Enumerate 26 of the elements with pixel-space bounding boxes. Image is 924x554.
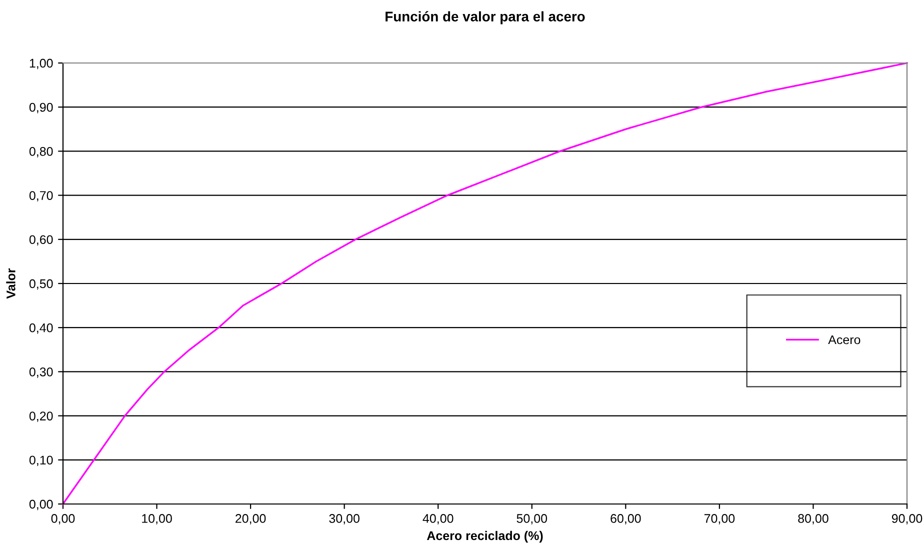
y-tick-label: 0,20 bbox=[29, 412, 53, 422]
y-tick-label: 1,00 bbox=[30, 58, 53, 70]
x-tick-label: 80,00 bbox=[798, 514, 828, 524]
x-tick-label: 10,00 bbox=[142, 514, 172, 524]
line-series bbox=[62, 62, 908, 505]
chart-title: Función de valor para el acero bbox=[386, 11, 585, 24]
y-axis-title: Valor bbox=[6, 268, 16, 299]
x-tick-label: 90,00 bbox=[892, 514, 922, 524]
y-tick-label: 0,00 bbox=[29, 500, 53, 510]
y-tick-label: 0,30 bbox=[29, 368, 53, 378]
y-tick-label: 0,80 bbox=[29, 147, 53, 158]
y-tick-label: 0,90 bbox=[29, 102, 53, 114]
y-tick-label: 0,60 bbox=[29, 235, 53, 246]
x-tick-label: 20,00 bbox=[236, 514, 266, 524]
legend-label: Acero bbox=[828, 335, 860, 344]
y-tick-label: 0,10 bbox=[29, 456, 53, 466]
y-tick-label: 0,70 bbox=[29, 191, 53, 202]
x-tick-label: 70,00 bbox=[704, 514, 735, 524]
x-tick-label: 60,00 bbox=[610, 514, 641, 524]
y-tick-label: 0,40 bbox=[29, 323, 53, 334]
x-tick-label: 50,00 bbox=[516, 514, 548, 524]
x-tick-label: 30,00 bbox=[329, 514, 360, 524]
x-tick-label: 0,00 bbox=[51, 514, 75, 524]
y-tick-label: 0,50 bbox=[29, 279, 53, 290]
x-axis-title: Acero reciclado (%) bbox=[426, 530, 543, 543]
x-tick-label: 40,00 bbox=[422, 514, 454, 524]
